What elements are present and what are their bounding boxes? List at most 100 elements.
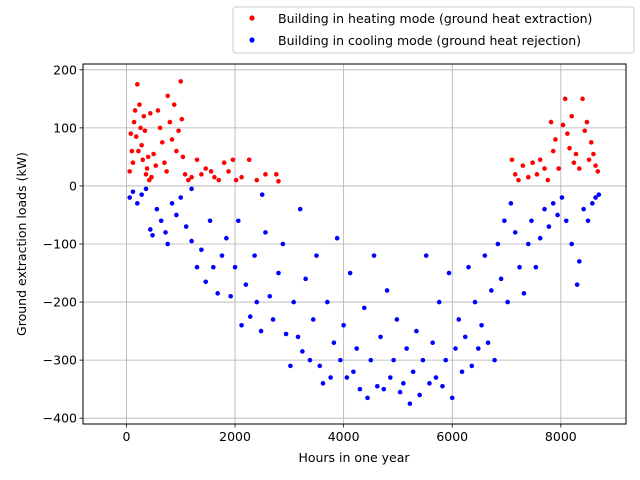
data-point [430,340,435,346]
data-point [199,247,204,253]
data-point [381,386,387,392]
data-point [280,241,286,247]
data-point [145,154,151,160]
data-point [357,386,363,392]
data-point [394,317,400,322]
data-point [542,166,547,171]
data-point [254,177,260,183]
data-point [212,174,217,180]
data-point [247,314,253,319]
data-point [489,288,494,293]
data-point [365,395,370,401]
data-point [142,128,148,134]
data-point [593,163,598,168]
data-point [555,212,560,218]
data-point [143,186,149,192]
x-tick-label: 4000 [328,429,360,444]
data-point [291,299,296,305]
data-point [276,270,281,276]
data-point [194,157,200,163]
data-point [216,177,222,183]
data-point [254,299,260,305]
data-point [178,195,184,200]
data-point [155,108,161,113]
data-point [388,375,393,380]
data-point [344,375,350,380]
data-point [295,334,301,340]
data-point [169,137,175,142]
data-point [149,174,154,180]
data-point [553,137,558,142]
data-point [469,363,475,369]
data-point [141,113,147,119]
axis-ticks: 0 2000 4000 6000 8000 −400 −300 −200 −100 0 100 200 [43,62,577,444]
data-point [516,177,521,183]
data-point [128,131,134,136]
data-point [466,264,471,270]
data-point [397,389,403,395]
x-tick-label: 2000 [219,429,251,444]
data-point [556,166,561,171]
data-point [174,212,179,218]
data-point [569,241,574,247]
data-point [131,119,137,125]
y-tick-label: −400 [43,411,77,426]
data-point [243,282,249,287]
data-point [512,172,518,177]
series-0 [127,79,601,184]
data-point [130,160,136,166]
data-point [267,293,273,299]
data-point [297,206,303,212]
data-point [129,148,135,154]
data-point [288,363,293,369]
data-point [574,282,580,287]
data-point [593,195,598,200]
data-point [189,174,194,180]
data-point [135,201,140,206]
data-point [560,122,566,128]
data-point [521,291,527,296]
data-point [169,201,175,206]
data-point [427,381,432,386]
data-point [534,172,540,177]
series-1 [127,186,602,406]
x-tick-label: 0 [122,429,130,444]
data-point [153,163,159,168]
data-point [307,357,313,363]
data-point [371,253,377,258]
data-point [135,82,140,87]
data-point [317,363,323,369]
data-point [509,157,515,163]
data-point [219,253,225,258]
data-point [232,264,238,270]
data-point [577,166,582,171]
data-point [563,218,569,224]
data-point [378,334,383,340]
data-point [139,142,144,148]
data-points [127,79,602,406]
data-point [208,169,214,174]
data-point [569,113,574,119]
data-point [226,169,231,174]
data-point [443,357,449,363]
data-point [303,276,308,282]
data-point [498,276,504,282]
data-point [157,125,163,131]
y-tick-label: −100 [43,237,77,252]
data-point [182,172,188,177]
data-point [582,128,588,134]
data-point [171,102,177,107]
data-point [354,346,359,351]
data-point [567,145,572,151]
data-point [584,119,590,125]
data-point [508,201,514,206]
data-point [252,253,257,258]
legend-marker-heating [249,15,255,21]
data-point [492,357,497,363]
data-point [138,125,143,131]
data-point [179,116,185,122]
data-point [577,259,582,264]
y-tick-label: −300 [43,353,77,368]
data-point [331,340,337,346]
